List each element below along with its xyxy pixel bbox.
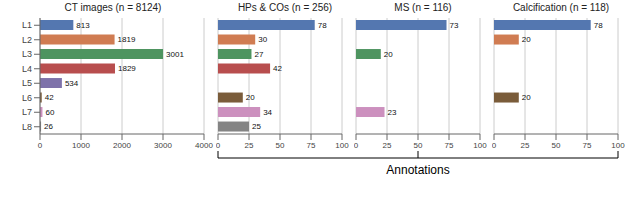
svg-text:L4: L4 (22, 64, 32, 74)
svg-text:Annotations: Annotations (386, 163, 449, 177)
html-text:Calcification (n = 118): Calcification (n = 118) (512, 2, 610, 13)
html-text:HPs & COs (n = 256): HPs & COs (n = 256) (237, 2, 333, 13)
svg-text:0: 0 (38, 141, 43, 150)
svg-text:L2: L2 (22, 35, 32, 45)
svg-text:0: 0 (492, 141, 497, 150)
svg-text:42: 42 (45, 93, 54, 102)
svg-text:1829: 1829 (118, 64, 136, 73)
svg-text:34: 34 (263, 108, 272, 117)
svg-text:L5: L5 (22, 78, 32, 88)
svg-text:100: 100 (335, 141, 349, 150)
svg-text:50: 50 (276, 141, 285, 150)
svg-text:L3: L3 (22, 49, 32, 59)
svg-text:73: 73 (450, 21, 459, 30)
svg-text:1819: 1819 (118, 35, 136, 44)
svg-text:78: 78 (318, 21, 327, 30)
html-text:MS (n = 116): MS (n = 116) (394, 2, 452, 13)
svg-text:25: 25 (383, 141, 392, 150)
svg-text:25: 25 (245, 141, 254, 150)
svg-text:2000: 2000 (113, 141, 131, 150)
svg-text:3001: 3001 (166, 50, 184, 59)
svg-text:L7: L7 (22, 107, 32, 117)
svg-text:L8: L8 (22, 122, 32, 132)
svg-text:50: 50 (414, 141, 423, 150)
svg-text:30: 30 (258, 35, 267, 44)
svg-text:26: 26 (44, 122, 53, 131)
svg-text:60: 60 (45, 108, 54, 117)
html-text:CT images (n = 8124): CT images (n = 8124) (64, 2, 162, 13)
svg-text:75: 75 (583, 141, 592, 150)
svg-text:4000: 4000 (195, 141, 213, 150)
svg-text:L1: L1 (22, 20, 32, 30)
svg-text:534: 534 (65, 79, 79, 88)
svg-text:20: 20 (522, 35, 531, 44)
svg-text:75: 75 (445, 141, 454, 150)
svg-text:50: 50 (552, 141, 561, 150)
svg-text:20: 20 (522, 93, 531, 102)
svg-text:25: 25 (252, 122, 261, 131)
svg-text:78: 78 (594, 21, 603, 30)
svg-text:L6: L6 (22, 93, 32, 103)
svg-text:20: 20 (246, 93, 255, 102)
svg-text:75: 75 (307, 141, 316, 150)
svg-text:0: 0 (216, 141, 221, 150)
svg-text:0: 0 (354, 141, 359, 150)
svg-text:23: 23 (388, 108, 397, 117)
svg-text:1000: 1000 (72, 141, 90, 150)
svg-text:42: 42 (273, 64, 282, 73)
svg-text:100: 100 (473, 141, 487, 150)
svg-text:20: 20 (384, 50, 393, 59)
svg-text:100: 100 (611, 141, 625, 150)
svg-text:3000: 3000 (154, 141, 172, 150)
svg-text:813: 813 (76, 21, 90, 30)
svg-text:27: 27 (254, 50, 263, 59)
svg-text:25: 25 (521, 141, 530, 150)
